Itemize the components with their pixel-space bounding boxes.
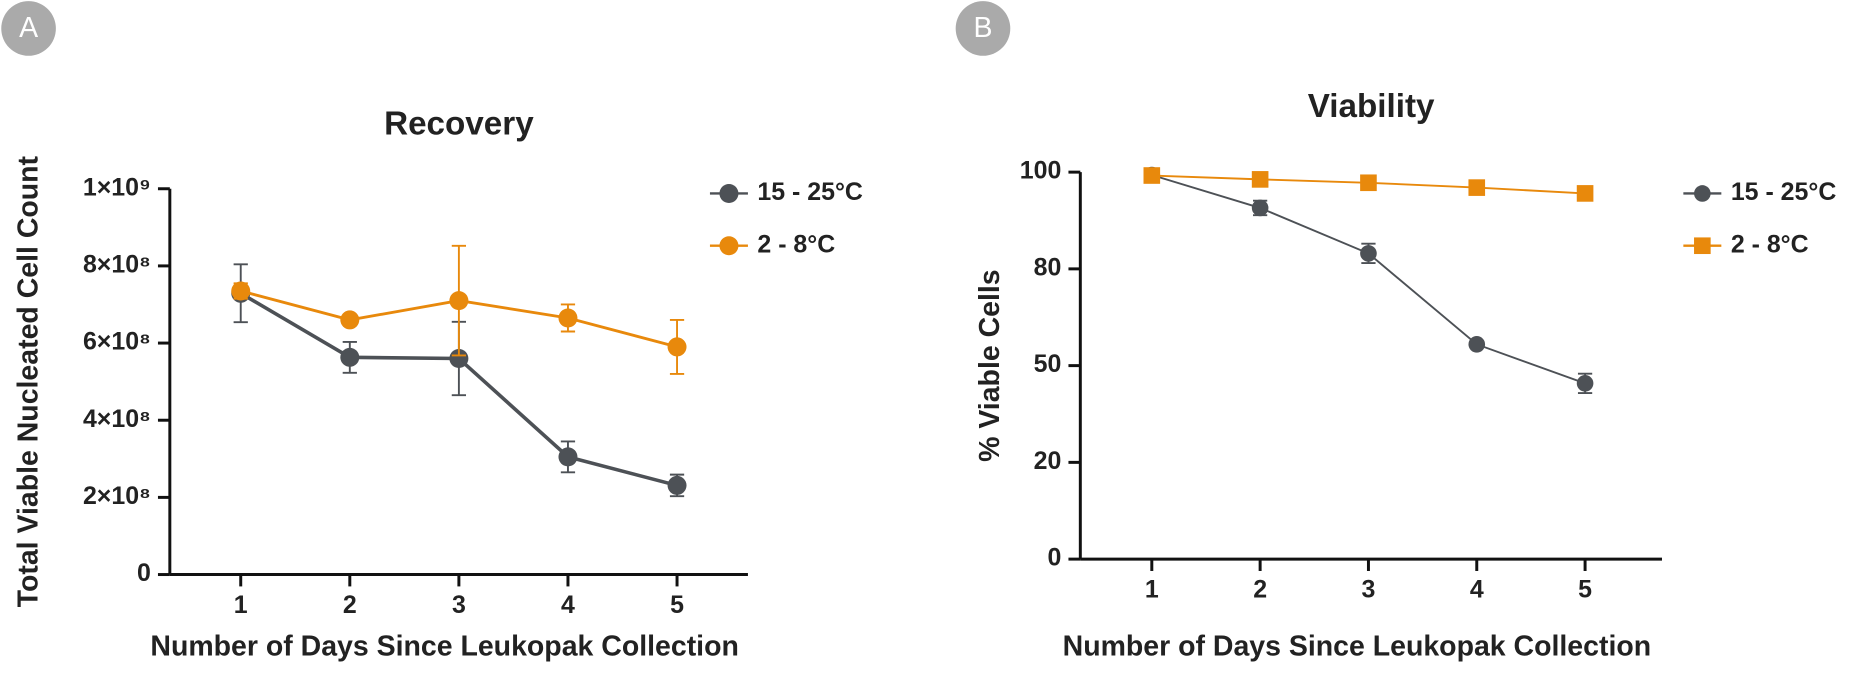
y-tick-label: 8×10⁸ xyxy=(83,250,151,278)
y-tick-label: 0 xyxy=(137,559,151,587)
data-point xyxy=(558,308,578,328)
data-point xyxy=(1468,336,1486,353)
legend-marker xyxy=(719,183,739,203)
y-tick-label: 6×10⁸ xyxy=(83,328,151,356)
data-point xyxy=(449,349,469,368)
data-point xyxy=(340,347,360,367)
panel-label: B xyxy=(973,12,992,44)
data-point xyxy=(1143,167,1161,184)
data-point xyxy=(449,291,469,311)
x-axis-label: Number of Days Since Leukopak Collection xyxy=(150,631,739,663)
data-point xyxy=(667,337,687,357)
x-tick-label: 5 xyxy=(670,591,684,619)
data-point xyxy=(231,281,251,301)
panel-badge xyxy=(1,1,56,56)
y-tick-label: 4×10⁸ xyxy=(83,405,151,433)
data-point xyxy=(1360,174,1377,192)
data-point xyxy=(1360,245,1377,262)
x-tick-label: 4 xyxy=(1470,576,1484,604)
legend-label: 2 - 8°C xyxy=(757,230,835,258)
data-point xyxy=(1251,171,1269,188)
x-tick-label: 1 xyxy=(234,591,248,619)
x-tick-label: 2 xyxy=(1253,576,1267,604)
x-tick-label: 4 xyxy=(561,591,575,619)
y-tick-label: 80 xyxy=(1034,253,1062,281)
y-tick-label: 2×10⁸ xyxy=(83,482,151,510)
series-line xyxy=(1151,174,1586,385)
data-point xyxy=(558,447,578,467)
x-axis-label: Number of Days Since Leukopak Collection xyxy=(1063,631,1651,663)
x-tick-label: 5 xyxy=(1578,576,1592,604)
y-axis-label: % Viable Cells xyxy=(974,269,1006,462)
x-tick-label: 2 xyxy=(343,591,357,619)
legend-marker xyxy=(1694,185,1711,202)
panel-label: A xyxy=(19,12,38,44)
data-point xyxy=(1576,185,1594,202)
y-tick-label: 50 xyxy=(1034,350,1062,378)
legend-marker xyxy=(719,236,739,256)
x-tick-label: 1 xyxy=(1145,576,1159,604)
data-point xyxy=(1251,199,1269,217)
y-tick-label: 20 xyxy=(1034,447,1062,475)
legend-label: 2 - 8°C xyxy=(1731,230,1809,258)
y-tick-label: 1×10⁹ xyxy=(83,173,151,201)
x-tick-label: 3 xyxy=(452,591,466,619)
data-point xyxy=(340,310,360,330)
legend-label: 15 - 25°C xyxy=(1731,178,1837,206)
legend-label: 15 - 25°C xyxy=(757,178,863,206)
data-point xyxy=(1576,375,1594,392)
y-tick-label: 100 xyxy=(1020,157,1062,185)
y-axis-label: Total Viable Nucleated Cell Count xyxy=(12,155,44,607)
data-point xyxy=(1468,179,1486,196)
y-tick-label: 0 xyxy=(1047,544,1061,572)
x-tick-label: 3 xyxy=(1362,576,1376,604)
legend-marker xyxy=(1694,237,1711,255)
chart-title: Recovery xyxy=(384,106,534,143)
panel-badge xyxy=(955,1,1011,56)
chart-title: Viability xyxy=(1308,88,1435,125)
data-point xyxy=(667,475,687,495)
